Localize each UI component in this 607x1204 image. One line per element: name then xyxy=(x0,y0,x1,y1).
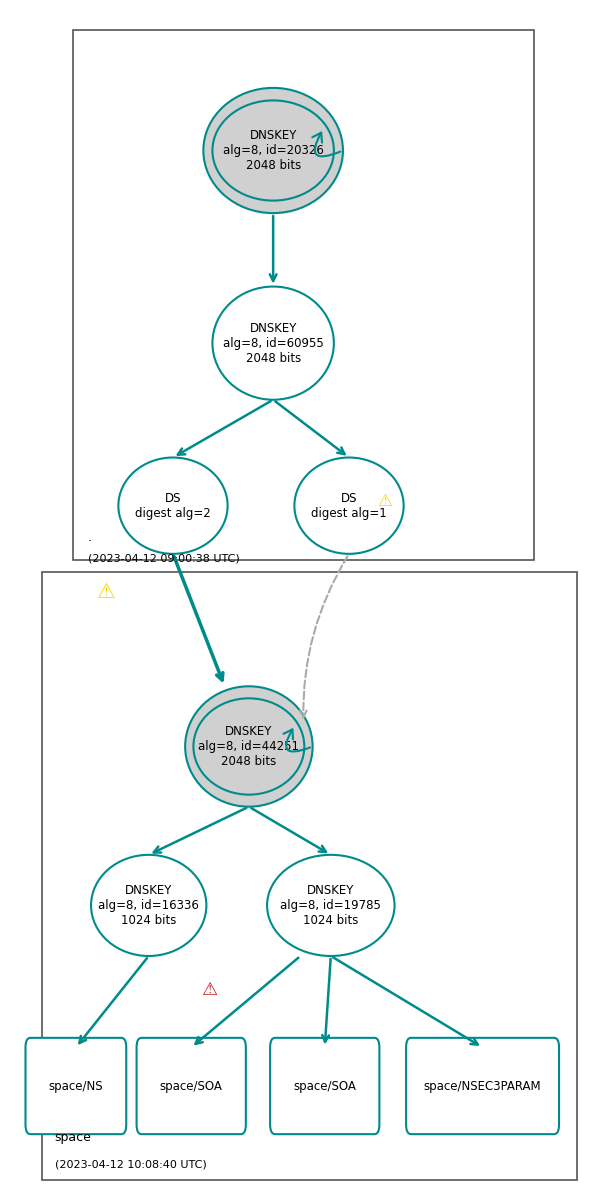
Ellipse shape xyxy=(194,698,304,795)
Ellipse shape xyxy=(203,88,343,213)
Text: DNSKEY
alg=8, id=60955
2048 bits: DNSKEY alg=8, id=60955 2048 bits xyxy=(223,321,324,365)
Ellipse shape xyxy=(91,855,206,956)
Text: space/SOA: space/SOA xyxy=(160,1080,223,1092)
Text: DS
digest alg=1: DS digest alg=1 xyxy=(311,491,387,520)
FancyBboxPatch shape xyxy=(270,1038,379,1134)
Text: DNSKEY
alg=8, id=44251
2048 bits: DNSKEY alg=8, id=44251 2048 bits xyxy=(198,725,299,768)
FancyArrowPatch shape xyxy=(283,730,310,751)
Text: ⚠: ⚠ xyxy=(377,492,392,509)
Text: (2023-04-12 10:08:40 UTC): (2023-04-12 10:08:40 UTC) xyxy=(55,1159,206,1169)
Text: DNSKEY
alg=8, id=20326
2048 bits: DNSKEY alg=8, id=20326 2048 bits xyxy=(223,129,324,172)
Text: DNSKEY
alg=8, id=16336
1024 bits: DNSKEY alg=8, id=16336 1024 bits xyxy=(98,884,199,927)
Ellipse shape xyxy=(118,458,228,554)
FancyBboxPatch shape xyxy=(406,1038,559,1134)
Ellipse shape xyxy=(294,458,404,554)
Ellipse shape xyxy=(212,100,334,201)
Text: ⚠: ⚠ xyxy=(202,981,217,998)
Text: DS
digest alg=2: DS digest alg=2 xyxy=(135,491,211,520)
Text: (2023-04-12 09:00:38 UTC): (2023-04-12 09:00:38 UTC) xyxy=(88,554,240,563)
Text: space/NSEC3PARAM: space/NSEC3PARAM xyxy=(424,1080,541,1092)
Text: ⚠: ⚠ xyxy=(97,583,115,602)
Ellipse shape xyxy=(212,287,334,400)
Text: DNSKEY
alg=8, id=19785
1024 bits: DNSKEY alg=8, id=19785 1024 bits xyxy=(280,884,381,927)
FancyBboxPatch shape xyxy=(137,1038,246,1134)
Ellipse shape xyxy=(267,855,395,956)
Text: space: space xyxy=(55,1131,92,1144)
FancyBboxPatch shape xyxy=(25,1038,126,1134)
Text: .: . xyxy=(88,531,92,544)
Ellipse shape xyxy=(185,686,313,807)
Text: space/NS: space/NS xyxy=(49,1080,103,1092)
Text: space/SOA: space/SOA xyxy=(293,1080,356,1092)
FancyArrowPatch shape xyxy=(312,132,341,157)
